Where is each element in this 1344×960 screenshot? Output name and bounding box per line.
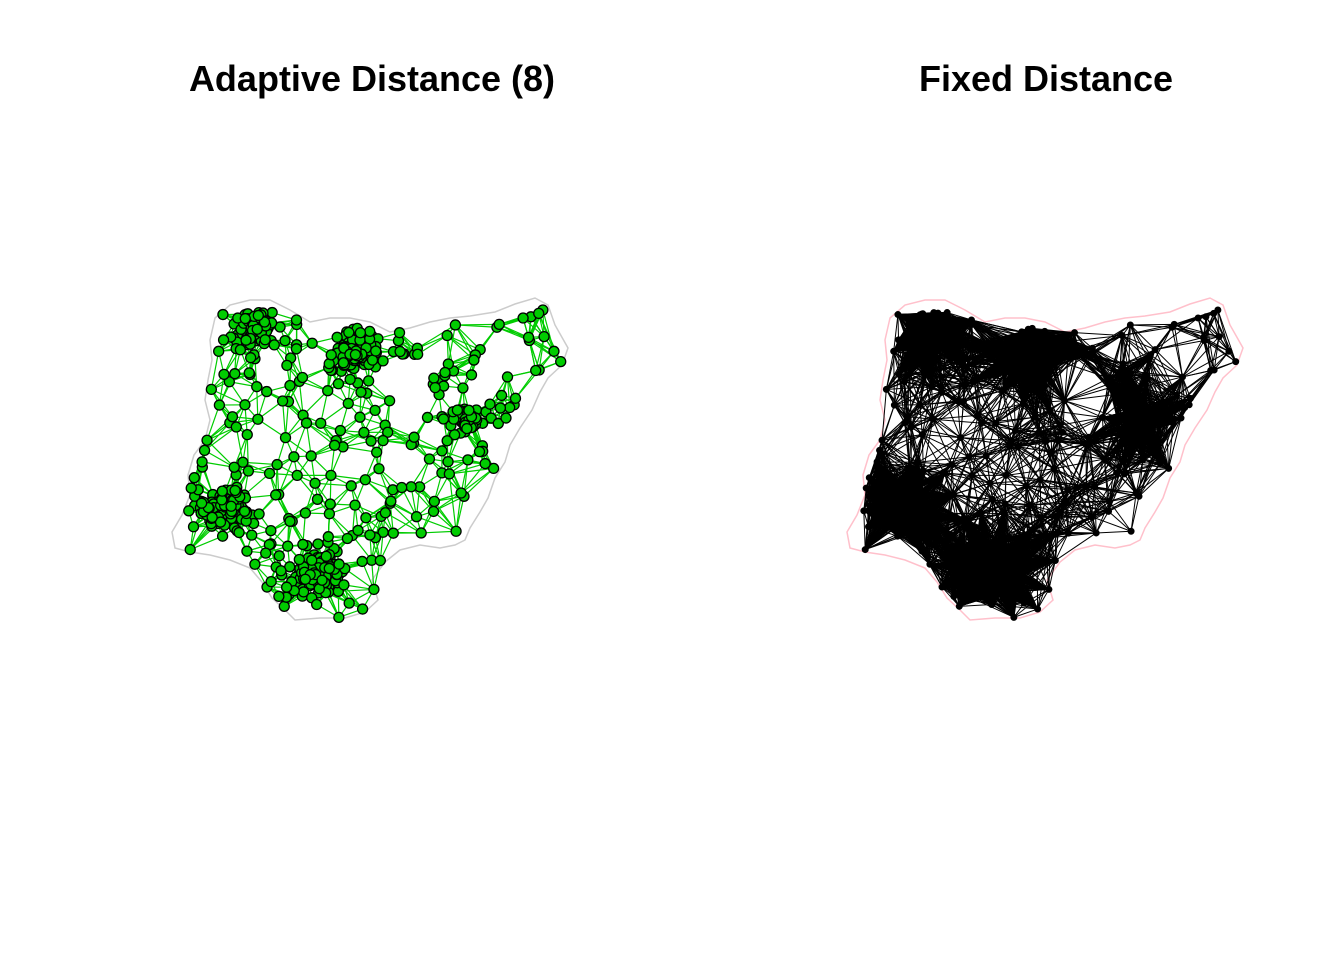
neighbour-link <box>464 468 494 496</box>
adaptive-distance-map <box>172 298 568 622</box>
